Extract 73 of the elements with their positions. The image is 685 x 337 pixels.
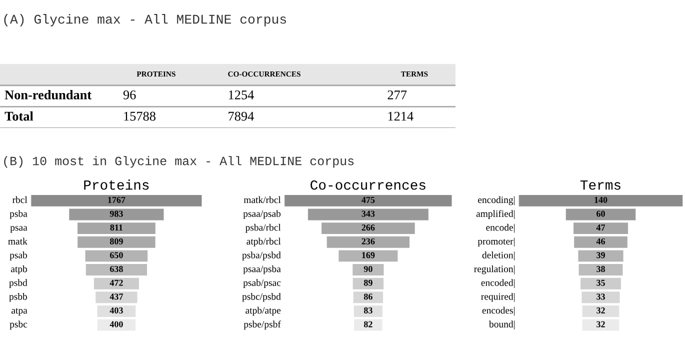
- category-label: deletion|: [482, 252, 515, 260]
- category-label: psbb: [9, 292, 28, 302]
- category-label: encoding|: [478, 196, 515, 206]
- category-label: psaa/psba: [243, 265, 281, 274]
- data-label: 33: [596, 294, 605, 300]
- category-label: psab/psac: [243, 279, 281, 288]
- data-label: 96: [123, 90, 136, 100]
- category-label: atpa: [12, 308, 28, 316]
- text: Co-occurrences: [310, 180, 426, 190]
- data-label: 475: [362, 196, 375, 203]
- data-label: 140: [594, 196, 608, 203]
- data-label: 7894: [228, 112, 254, 121]
- data-label: 86: [364, 294, 372, 300]
- category-label: psaa: [10, 226, 28, 233]
- data-label: 32: [596, 321, 605, 328]
- data-label: 39: [596, 252, 605, 258]
- data-label: 236: [362, 238, 375, 244]
- data-label: 90: [364, 266, 372, 272]
- chart-title: (A) Glycine max - All MEDLINE corpus: [4, 14, 286, 26]
- category-label: encode|: [486, 224, 515, 233]
- data-label: 83: [364, 307, 372, 314]
- category-label: psba: [10, 210, 28, 219]
- data-label: 169: [362, 252, 375, 258]
- category-label: psab: [10, 252, 28, 260]
- data-label: 277: [388, 90, 407, 100]
- data-label: 46: [596, 238, 605, 244]
- data-label: 1767: [108, 196, 126, 203]
- data-label: 437: [110, 294, 123, 300]
- category-label: encodes|: [482, 306, 515, 316]
- category-label: psbc: [10, 320, 28, 330]
- category-label: encoded|: [481, 279, 515, 288]
- category-label: required|: [481, 292, 515, 302]
- category-label: atpb/rbcl: [246, 238, 281, 247]
- data-label: 400: [110, 321, 123, 328]
- category-label: atpb: [11, 265, 28, 274]
- category-label: amplified|: [476, 210, 515, 219]
- category-label: regulation|: [474, 265, 515, 274]
- data-label: 38: [596, 266, 605, 272]
- data-label: 60: [596, 210, 605, 217]
- category-label: bound|: [489, 320, 515, 330]
- category-label: atpb/atpe: [246, 306, 281, 316]
- text: Proteins: [84, 180, 149, 190]
- data-label: 32: [596, 307, 605, 314]
- data-label: 89: [364, 280, 372, 286]
- data-label: 82: [364, 321, 372, 328]
- data-label: 1254: [228, 90, 254, 100]
- data-label: 15788: [124, 112, 156, 121]
- text: Terms: [580, 180, 620, 190]
- category-label: psbe/psbf: [244, 320, 281, 330]
- category-label: psbc/psbd: [242, 292, 281, 302]
- data-label: 403: [110, 307, 123, 314]
- data-label: 650: [110, 252, 123, 258]
- data-label: 343: [362, 210, 375, 217]
- data-label: 983: [110, 210, 123, 217]
- data-label: 266: [362, 224, 375, 231]
- y-tick-label: Non-redundant: [4, 90, 92, 100]
- y-tick-label: Total: [4, 111, 34, 121]
- category-label: psaa/psab: [243, 210, 281, 219]
- data-label: 809: [110, 238, 123, 244]
- category-label: psba/rbcl: [245, 224, 281, 233]
- data-label: 47: [596, 224, 606, 230]
- data-label: 1214: [388, 112, 414, 121]
- data-label: 472: [110, 280, 123, 286]
- category-label: rbcl: [12, 196, 28, 204]
- category-label: psbd: [9, 279, 28, 288]
- category-label: promoter|: [478, 238, 515, 247]
- category-label: psba/psbd: [242, 252, 281, 260]
- category-label: matk: [8, 238, 28, 245]
- data-label: 811: [110, 224, 123, 231]
- data-label: 35: [596, 280, 605, 286]
- data-label: 638: [110, 266, 123, 272]
- text: (B) 10 most in Glycine max - All MEDLINE corpus: [4, 156, 354, 168]
- category-label: matk/rbcl: [244, 196, 281, 204]
